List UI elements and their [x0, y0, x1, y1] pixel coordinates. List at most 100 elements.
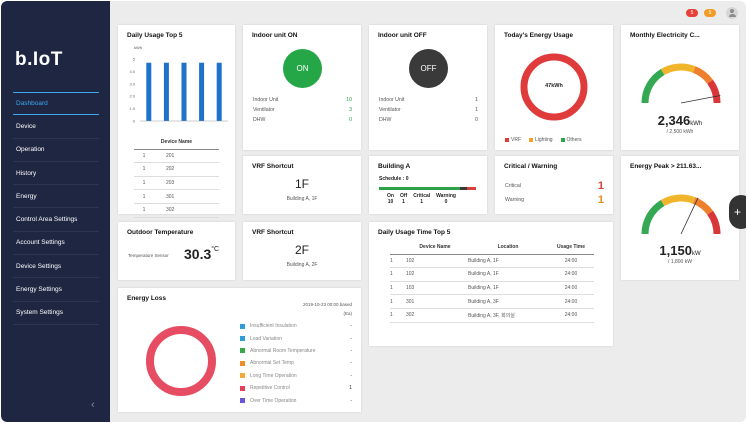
legend-label: Lighting: [535, 137, 553, 143]
usage-time: 24:00: [564, 271, 578, 278]
table-row[interactable]: 1 301 Building A, 3F 24:00: [390, 295, 594, 309]
sidebar: b.IoT Dashboard Device Operation History Ene…: [1, 1, 110, 422]
y-tick-label: 1.0: [129, 106, 135, 111]
sidebar-item-dashboard[interactable]: Dashboard: [13, 92, 99, 116]
sidebar-item-control-area-settings[interactable]: Control Area Settings: [13, 208, 99, 232]
table-row[interactable]: 1 302 Building A, 3F, 회의실 24:00: [390, 309, 594, 323]
y-tick-label: 4.0: [129, 69, 135, 74]
y-tick-label: 3.0: [129, 81, 135, 86]
legend-swatch: [529, 138, 533, 142]
gauge-segment: [641, 200, 665, 235]
sidebar-item-system-settings[interactable]: System Settings: [13, 302, 99, 325]
unit-row: Ventilator 3: [253, 107, 352, 113]
legend-item: Others: [560, 137, 582, 143]
on-button[interactable]: ON: [283, 49, 322, 88]
stat-value: 1: [420, 199, 424, 205]
table-row[interactable]: 1 102 Building A, 1F 24:00: [390, 268, 594, 282]
vrf-shortcut-2f-card[interactable]: VRF Shortcut 2F Building A, 2F: [243, 222, 361, 280]
sidebar-nav: Dashboard Device Operation History Energy Con…: [13, 92, 99, 325]
sidebar-item-energy-settings[interactable]: Energy Settings: [13, 278, 99, 302]
unit-label: (Ea): [343, 311, 352, 316]
stat-value: 10: [387, 199, 394, 205]
unit-count: 0: [475, 117, 478, 123]
legend-swatch: [240, 360, 245, 366]
usage-bar: [199, 62, 205, 121]
energy-loss-item[interactable]: Load Variation -: [240, 332, 352, 344]
gauge-needle: [680, 197, 699, 235]
today-energy-card: Today's Energy Usage 47kWh VRF Lighting Ot…: [495, 25, 613, 150]
usage-time: 24:00: [564, 312, 578, 319]
indoor-off-card: Indoor unit OFF OFF Indoor Unit 1 Ventilat…: [369, 25, 487, 150]
table-row[interactable]: 1 201: [134, 150, 219, 164]
sidebar-item-device[interactable]: Device: [13, 115, 99, 139]
card-title: Critical / Warning: [504, 163, 558, 170]
energy-loss-item[interactable]: Abnormal Room Temperature -: [240, 345, 352, 357]
chart-unit: kWh: [134, 45, 142, 50]
y-tick-label: 0: [133, 119, 136, 124]
critical-label: Critical: [505, 183, 521, 189]
energy-loss-donut: [146, 326, 216, 396]
legend-swatch: [240, 398, 245, 404]
loss-value: -: [350, 323, 352, 330]
legend-swatch: [240, 323, 245, 329]
usage-time: 24:00: [564, 257, 578, 264]
gauge-needle: [680, 95, 721, 104]
alert-badge-red[interactable]: 5: [686, 9, 698, 17]
sidebar-item-energy[interactable]: Energy: [13, 185, 99, 209]
warning-count[interactable]: 1: [597, 194, 604, 206]
location-label: Building A, 1F: [286, 196, 318, 202]
energy-loss-item[interactable]: Repetitive Control 1: [240, 382, 352, 394]
unit-label: Indoor Unit: [253, 97, 279, 103]
usage-time: 24:00: [564, 285, 578, 292]
loss-label: Load Variation: [250, 335, 282, 342]
legend-swatch: [240, 385, 245, 391]
add-widget-button[interactable]: +: [729, 195, 746, 229]
loss-value: 1: [349, 385, 352, 392]
legend-swatch: [240, 336, 245, 342]
legend-swatch: [240, 373, 245, 379]
sidebar-item-operation[interactable]: Operation: [13, 139, 99, 162]
usage-time: 24:00: [564, 298, 578, 305]
vrf-shortcut-1f-card[interactable]: VRF Shortcut 1F Building A, 1F: [243, 156, 361, 214]
energy-loss-item[interactable]: Over Time Operation -: [240, 394, 352, 406]
location: Building A, 1F: [468, 271, 499, 278]
sidebar-item-account-settings[interactable]: Account Settings: [13, 232, 99, 256]
usage-time-table: Device Name Location Usage Time 1 102 Buildi…: [390, 241, 594, 323]
table-row[interactable]: 1 102 Building A, 1F 24:00: [390, 255, 594, 269]
warning-label: Warning: [505, 197, 525, 203]
energy-loss-card: Energy Loss 2019-10-23 00:00 based (Ea) …: [118, 288, 361, 412]
table-row[interactable]: 1 301: [134, 190, 219, 204]
table-row[interactable]: 1 103 Building A, 1F 24:00: [390, 282, 594, 296]
table-row[interactable]: 1 203: [134, 177, 219, 191]
location: Building A, 1F: [468, 285, 499, 292]
monthly-value: 2,346kWh: [657, 113, 703, 128]
table-row[interactable]: 1 302: [134, 204, 219, 218]
card-title: Energy Loss: [127, 295, 167, 302]
sidebar-item-history[interactable]: History: [13, 162, 99, 186]
unit-count: 0: [349, 117, 352, 123]
energy-loss-item[interactable]: Long Time Operation -: [240, 370, 352, 382]
row-number: 1: [390, 285, 393, 292]
location-label: Building A, 2F: [286, 262, 318, 268]
y-tick-label: 2.0: [129, 94, 135, 99]
user-avatar-icon[interactable]: [726, 7, 738, 19]
device-name: 103: [406, 285, 415, 292]
table-header: Device Name Location Usage Time: [390, 241, 594, 255]
legend-item: Lighting: [529, 137, 553, 143]
off-button[interactable]: OFF: [409, 49, 448, 88]
sensor-label: Temperature Sensor: [128, 253, 169, 258]
energy-loss-item[interactable]: Insufficient Insulation -: [240, 320, 352, 332]
collapse-sidebar-icon[interactable]: ‹: [91, 399, 95, 411]
table-row[interactable]: 1 202: [134, 163, 219, 177]
alert-badge-orange[interactable]: 5: [704, 9, 716, 17]
monthly-gauge: [641, 63, 721, 104]
sidebar-item-device-settings[interactable]: Device Settings: [13, 255, 99, 279]
row-number: 1: [142, 152, 146, 159]
temperature-value: 30.3°C: [184, 246, 220, 262]
legend-item: VRF: [505, 137, 521, 143]
stat-value: 1: [402, 199, 405, 205]
energy-loss-item[interactable]: Abnormal Set Temp -: [240, 357, 352, 369]
critical-count[interactable]: 1: [597, 180, 604, 192]
row-number: 1: [142, 193, 146, 200]
